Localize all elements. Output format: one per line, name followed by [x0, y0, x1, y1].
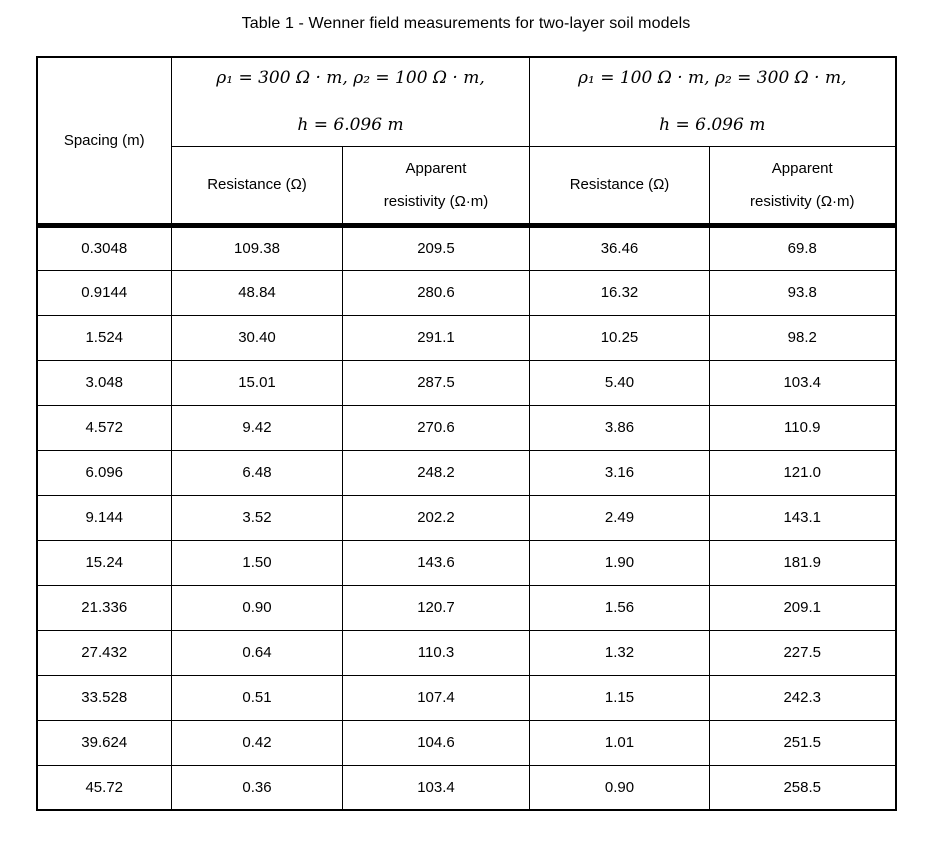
- table-row: 15.24 1.50 143.6 1.90 181.9: [36, 539, 896, 586]
- group1-equation-line2: h = 6.096 m: [297, 115, 404, 136]
- cell-apparent-resistivity-1: 291.1: [342, 314, 530, 361]
- cell-resistance-1: 6.48: [171, 449, 343, 496]
- cell-apparent-resistivity-2: 98.2: [709, 314, 896, 361]
- cell-apparent-resistivity-2: 242.3: [709, 674, 896, 721]
- cell-spacing: 4.572: [36, 404, 172, 451]
- group-header-row: Spacing (m) ρ₁ = 300 Ω · m, ρ₂ = 100 Ω ·…: [36, 56, 896, 228]
- cell-resistance-2: 3.86: [529, 404, 710, 451]
- cell-spacing: 1.524: [36, 314, 172, 361]
- cell-apparent-resistivity-2: 181.9: [709, 539, 896, 586]
- cell-resistance-1: 109.38: [171, 224, 343, 271]
- table-row: 27.432 0.64 110.3 1.32 227.5: [36, 629, 896, 676]
- cell-apparent-resistivity-2: 103.4: [709, 359, 896, 406]
- table-row: 3.048 15.01 287.5 5.40 103.4: [36, 359, 896, 406]
- cell-apparent-resistivity-1: 209.5: [342, 224, 530, 271]
- cell-resistance-1: 1.50: [171, 539, 343, 586]
- resistance2-header-label: Resistance (Ω): [569, 176, 670, 193]
- page-title: Table 1 - Wenner field measurements for …: [241, 15, 691, 32]
- cell-apparent-resistivity-1: 104.6: [342, 719, 530, 766]
- table-row: 0.9144 48.84 280.6 16.32 93.8: [36, 269, 896, 316]
- cell-apparent-resistivity-2: 258.5: [709, 764, 896, 811]
- cell-spacing: 27.432: [36, 629, 172, 676]
- apparent-resistivity2-header-cell: Apparent resistivity (Ω·m): [709, 145, 896, 228]
- cell-resistance-2: 3.16: [529, 449, 710, 496]
- cell-resistance-1: 15.01: [171, 359, 343, 406]
- cell-resistance-2: 16.32: [529, 269, 710, 316]
- cell-resistance-2: 36.46: [529, 224, 710, 271]
- cell-spacing: 45.72: [36, 764, 172, 811]
- cell-apparent-resistivity-2: 110.9: [709, 404, 896, 451]
- table-row: 21.336 0.90 120.7 1.56 209.1: [36, 584, 896, 631]
- measurements-table: Spacing (m) ρ₁ = 300 Ω · m, ρ₂ = 100 Ω ·…: [35, 56, 897, 811]
- cell-apparent-resistivity-2: 251.5: [709, 719, 896, 766]
- spacing-header-cell: Spacing (m): [36, 56, 172, 228]
- cell-apparent-resistivity-2: 121.0: [709, 449, 896, 496]
- cell-apparent-resistivity-2: 69.8: [709, 224, 896, 271]
- table-row: 33.528 0.51 107.4 1.15 242.3: [36, 674, 896, 721]
- cell-apparent-resistivity-1: 287.5: [342, 359, 530, 406]
- cell-apparent-resistivity-1: 103.4: [342, 764, 530, 811]
- table-row: 39.624 0.42 104.6 1.01 251.5: [36, 719, 896, 766]
- apparent-resistivity2-header-label: Apparent resistivity (Ω·m): [749, 159, 855, 210]
- cell-spacing: 6.096: [36, 449, 172, 496]
- cell-apparent-resistivity-2: 227.5: [709, 629, 896, 676]
- resistance2-header-cell: Resistance (Ω): [529, 145, 710, 228]
- cell-apparent-resistivity-2: 143.1: [709, 494, 896, 541]
- cell-apparent-resistivity-1: 280.6: [342, 269, 530, 316]
- resistance1-header-label: Resistance (Ω): [207, 176, 307, 193]
- cell-apparent-resistivity-1: 270.6: [342, 404, 530, 451]
- cell-resistance-1: 3.52: [171, 494, 343, 541]
- cell-resistance-2: 1.32: [529, 629, 710, 676]
- cell-resistance-2: 1.90: [529, 539, 710, 586]
- cell-resistance-2: 10.25: [529, 314, 710, 361]
- cell-resistance-1: 0.51: [171, 674, 343, 721]
- cell-resistance-1: 0.90: [171, 584, 343, 631]
- table-row: 9.144 3.52 202.2 2.49 143.1: [36, 494, 896, 541]
- group2-header-cell: ρ₁ = 100 Ω · m, ρ₂ = 300 Ω · m, h = 6.09…: [529, 56, 896, 147]
- cell-apparent-resistivity-2: 209.1: [709, 584, 896, 631]
- apparent-resistivity1-header-cell: Apparent resistivity (Ω·m): [342, 145, 530, 228]
- sub-header-row: Resistance (Ω) Apparent resistivity (Ω·m…: [37, 145, 896, 228]
- cell-apparent-resistivity-1: 143.6: [342, 539, 530, 586]
- group2-equation-line2: h = 6.096 m: [659, 115, 766, 136]
- cell-spacing: 9.144: [36, 494, 172, 541]
- cell-resistance-2: 5.40: [529, 359, 710, 406]
- table-row: 1.524 30.40 291.1 10.25 98.2: [36, 314, 896, 361]
- group1-header-cell: ρ₁ = 300 Ω · m, ρ₂ = 100 Ω · m, h = 6.09…: [171, 56, 530, 147]
- table-row: 0.3048 109.38 209.5 36.46 69.8: [36, 224, 896, 271]
- cell-resistance-1: 0.64: [171, 629, 343, 676]
- cell-resistance-2: 0.90: [529, 764, 710, 811]
- table-row: 45.72 0.36 103.4 0.90 258.5: [36, 764, 896, 811]
- cell-spacing: 39.624: [36, 719, 172, 766]
- cell-resistance-2: 1.01: [529, 719, 710, 766]
- cell-resistance-2: 1.15: [529, 674, 710, 721]
- cell-spacing: 3.048: [36, 359, 172, 406]
- cell-apparent-resistivity-1: 120.7: [342, 584, 530, 631]
- cell-spacing: 15.24: [36, 539, 172, 586]
- cell-resistance-1: 30.40: [171, 314, 343, 361]
- cell-spacing: 0.3048: [36, 224, 172, 271]
- cell-spacing: 33.528: [36, 674, 172, 721]
- cell-spacing: 0.9144: [36, 269, 172, 316]
- cell-resistance-1: 0.36: [171, 764, 343, 811]
- cell-resistance-1: 9.42: [171, 404, 343, 451]
- table-row: 6.096 6.48 248.2 3.16 121.0: [36, 449, 896, 496]
- group1-equation-line1: ρ₁ = 300 Ω · m, ρ₂ = 100 Ω · m,: [216, 68, 485, 89]
- apparent-resistivity1-header-label: Apparent resistivity (Ω·m): [383, 159, 489, 210]
- table-row: 4.572 9.42 270.6 3.86 110.9: [36, 404, 896, 451]
- cell-apparent-resistivity-1: 202.2: [342, 494, 530, 541]
- cell-apparent-resistivity-2: 93.8: [709, 269, 896, 316]
- cell-resistance-1: 0.42: [171, 719, 343, 766]
- cell-apparent-resistivity-1: 248.2: [342, 449, 530, 496]
- cell-resistance-2: 1.56: [529, 584, 710, 631]
- cell-resistance-2: 2.49: [529, 494, 710, 541]
- cell-apparent-resistivity-1: 110.3: [342, 629, 530, 676]
- group2-equation-line1: ρ₁ = 100 Ω · m, ρ₂ = 300 Ω · m,: [578, 68, 847, 89]
- cell-resistance-1: 48.84: [171, 269, 343, 316]
- cell-apparent-resistivity-1: 107.4: [342, 674, 530, 721]
- cell-spacing: 21.336: [36, 584, 172, 631]
- resistance1-header-cell: Resistance (Ω): [171, 145, 343, 228]
